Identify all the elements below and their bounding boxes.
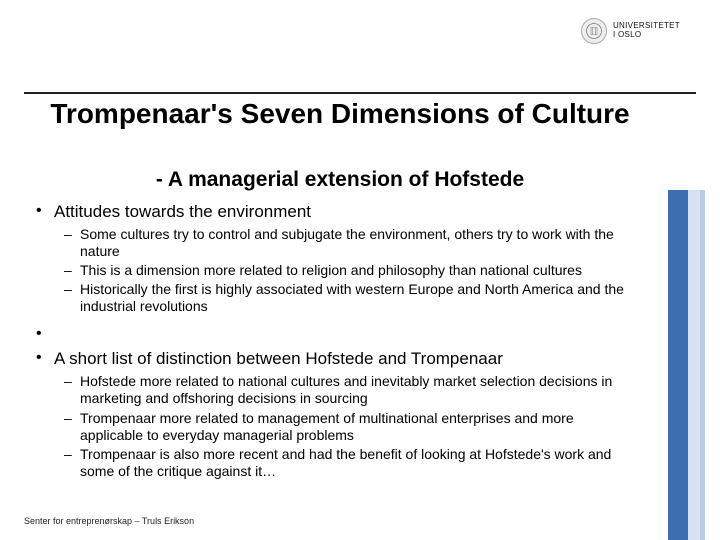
sub-list: Some cultures try to control and subjuga… [54,226,630,315]
bullet-heading: A short list of distinction between Hofs… [54,349,630,369]
bullet-list: Attitudes towards the environment Some c… [30,202,630,480]
sub-item: Hofstede more related to national cultur… [54,373,630,407]
slide-footer: Senter for entreprenørskap – Truls Eriks… [24,516,194,526]
list-item: Attitudes towards the environment Some c… [30,202,630,315]
slide-content: Attitudes towards the environment Some c… [30,202,630,490]
list-item: A short list of distinction between Hofs… [30,349,630,479]
title-rule [24,92,696,94]
university-logo: UNIVERSITETET I OSLO [581,18,680,44]
sub-item: Trompenaar is also more recent and had t… [54,446,630,480]
sub-item: Some cultures try to control and subjuga… [54,226,630,260]
bullet-heading: Attitudes towards the environment [54,202,630,222]
decor-right [640,0,720,540]
sub-item: This is a dimension more related to reli… [54,262,630,279]
sub-list: Hofstede more related to national cultur… [54,373,630,479]
sub-item: Trompenaar more related to management of… [54,410,630,444]
slide-title: Trompenaar's Seven Dimensions of Culture [40,98,640,129]
logo-text-line2: I OSLO [613,31,680,40]
decor-band-thin [700,190,705,540]
spacer [30,325,630,339]
slide-subtitle: - A managerial extension of Hofstede [40,168,640,192]
decor-band-blue [668,190,688,540]
slide: UNIVERSITETET I OSLO Trompenaar's Seven … [0,0,720,540]
sub-item: Historically the first is highly associa… [54,281,630,315]
logo-text: UNIVERSITETET I OSLO [613,22,680,40]
decor-band-light [688,190,700,540]
logo-seal-icon [581,18,607,44]
